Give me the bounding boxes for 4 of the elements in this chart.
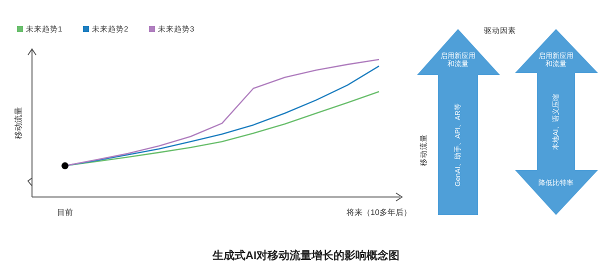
- y-axis-title: 移动流量: [14, 107, 24, 139]
- text: 生成式AI对移动流量增长的影响概念图: [212, 248, 400, 262]
- x-tick-label: 目前: [57, 208, 73, 218]
- x-tick-label: 将来（10多年后）: [346, 208, 412, 218]
